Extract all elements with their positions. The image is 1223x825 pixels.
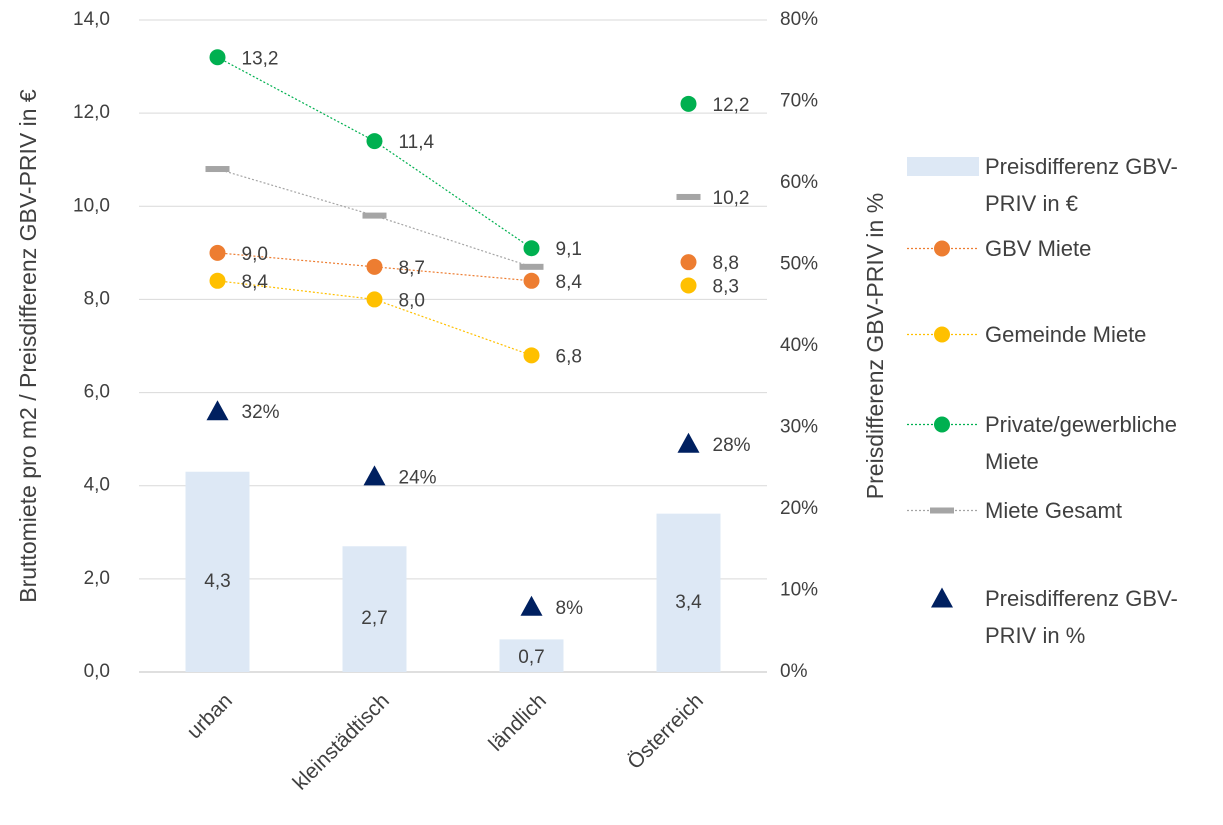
data-label: 8,7: [399, 258, 425, 279]
data-label: 8,3: [713, 276, 739, 297]
y-tick-label: 0,0: [84, 661, 110, 682]
y2-axis-title: Preisdifferenz GBV-PRIV in %: [862, 193, 888, 499]
legend: Preisdifferenz GBV-PRIV in € GBV Miete Gem…: [905, 0, 1223, 825]
point: [523, 240, 540, 257]
y-tick-label: 14,0: [73, 9, 110, 30]
chart: Bruttomiete pro m2 / Preisdifferenz GBV-…: [15, 9, 888, 795]
legend-label: Preisdifferenz GBV-PRIV in %: [985, 586, 1178, 648]
y2-tick-label: 0%: [780, 661, 808, 682]
y2-tick-label: 40%: [780, 335, 818, 356]
point: [676, 193, 701, 200]
point: [366, 291, 383, 308]
legend-marker: [934, 240, 950, 257]
data-label: 32%: [242, 402, 280, 423]
bar: [185, 471, 250, 672]
y2-tick-label: 20%: [780, 498, 818, 519]
y-tick-label: 2,0: [84, 568, 110, 589]
point: [680, 254, 697, 271]
legend-label: Miete Gesamt: [985, 498, 1122, 523]
x-tick-label: ländlich: [484, 689, 551, 756]
data-label: 28%: [713, 435, 751, 456]
legend-symbol: [931, 587, 953, 608]
y2-tick-label: 30%: [780, 417, 818, 438]
y2-tick-label: 80%: [780, 9, 818, 30]
y-axis-title: Bruttomiete pro m2 / Preisdifferenz GBV-…: [15, 89, 41, 603]
data-label: 8,4: [556, 272, 583, 293]
point: [209, 272, 226, 289]
legend-symbol: [907, 240, 977, 257]
point: [680, 95, 697, 112]
y-tick-label: 8,0: [84, 288, 110, 309]
point: [366, 258, 383, 275]
bar-label: 4,3: [204, 571, 230, 592]
triangle-marker: [520, 595, 543, 616]
legend-label: GBV Miete: [985, 236, 1092, 261]
data-label: 8,8: [713, 253, 739, 274]
data-label: 12,2: [713, 95, 750, 116]
series-line: [217, 280, 532, 356]
point: [209, 244, 226, 261]
y2-tick-label: 60%: [780, 172, 818, 193]
point: [519, 263, 544, 270]
legend-label: Preisdifferenz GBV-PRIV in €: [985, 154, 1178, 216]
legend-symbol: [907, 326, 977, 343]
y2-tick-label: 50%: [780, 254, 818, 275]
data-label: 11,4: [399, 132, 435, 153]
y-tick-label: 10,0: [73, 195, 110, 216]
data-label: 10,2: [713, 188, 750, 209]
y-tick-label: 12,0: [73, 102, 110, 123]
y2-tick-label: 70%: [780, 91, 818, 112]
legend-symbol: [907, 507, 977, 514]
series-line: [217, 56, 532, 249]
point: [362, 212, 387, 219]
point: [209, 49, 226, 66]
data-label: 6,8: [556, 346, 582, 367]
x-tick-label: kleinstädtisch: [289, 689, 394, 794]
point: [523, 347, 540, 364]
y2-tick-label: 10%: [780, 580, 818, 601]
legend-marker: [931, 587, 953, 608]
legend-symbol: [907, 157, 979, 176]
triangle-marker: [206, 400, 229, 421]
point: [366, 133, 383, 150]
point: [205, 166, 230, 173]
triangle-marker: [363, 465, 386, 486]
data-label: 8,0: [399, 290, 425, 311]
bar-label: 0,7: [518, 647, 544, 668]
data-label: 8,4: [242, 272, 269, 293]
y-tick-label: 6,0: [84, 382, 110, 403]
bar-label: 3,4: [675, 592, 702, 613]
legend-marker: [930, 507, 954, 514]
legend-swatch: [907, 157, 979, 176]
data-label: 9,0: [242, 244, 268, 265]
bar: [656, 513, 721, 672]
legend-label: Private/gewerbliche Miete: [985, 412, 1177, 474]
data-label: 24%: [399, 467, 437, 488]
data-label: 8%: [556, 598, 584, 619]
legend-marker: [934, 326, 950, 343]
data-label: 13,2: [242, 48, 279, 69]
y-tick-label: 4,0: [84, 475, 110, 496]
triangle-marker: [677, 432, 700, 453]
x-tick-label: urban: [183, 689, 237, 743]
series-line: [217, 168, 532, 268]
x-tick-label: Österreich: [623, 689, 708, 774]
point: [523, 272, 540, 289]
bar: [342, 546, 407, 672]
data-label: 9,1: [556, 239, 582, 260]
legend-label: Gemeinde Miete: [985, 322, 1147, 347]
legend-marker: [934, 416, 950, 433]
bar: [499, 639, 564, 672]
point: [680, 277, 697, 294]
bar-label: 2,7: [361, 608, 387, 629]
legend-symbol: [907, 416, 977, 433]
